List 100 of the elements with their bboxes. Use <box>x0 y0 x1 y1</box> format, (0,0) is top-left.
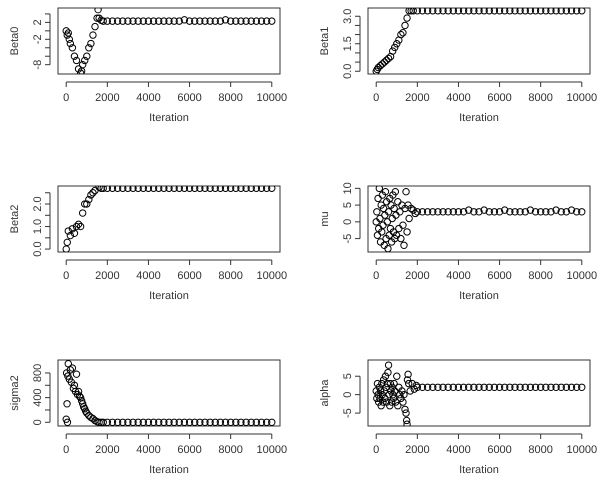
point <box>258 17 266 25</box>
point <box>68 225 76 232</box>
x-tick-label: 2000 <box>405 444 430 456</box>
point <box>176 17 183 25</box>
point <box>395 36 403 44</box>
point <box>500 8 508 14</box>
x-axis-title: Iteration <box>149 464 189 476</box>
x-tick-label: 0 <box>373 92 380 104</box>
point <box>165 186 173 192</box>
y-tick-label: -5 <box>342 234 354 244</box>
x-tick-label: 2000 <box>405 270 430 282</box>
point <box>232 186 240 192</box>
point <box>206 17 214 25</box>
y-tick-label: 3.0 <box>342 8 354 24</box>
x-tick-label: 10000 <box>566 92 598 104</box>
y-tick-label: 0 <box>342 392 354 398</box>
point <box>78 61 86 68</box>
point <box>414 8 422 14</box>
point <box>226 186 234 192</box>
point <box>388 47 396 55</box>
x-tick-label: 4000 <box>136 270 161 282</box>
point <box>393 40 400 48</box>
point <box>486 8 493 14</box>
x-axis-title: Iteration <box>459 112 499 124</box>
point <box>114 186 122 192</box>
point <box>232 17 240 25</box>
x-tick-label: 10000 <box>566 270 598 282</box>
point <box>81 200 88 208</box>
point <box>386 52 394 60</box>
point <box>144 186 152 192</box>
y-tick-label: -5 <box>342 408 354 418</box>
point <box>170 186 178 192</box>
point <box>378 60 386 68</box>
y-tick-label: -8 <box>32 60 44 70</box>
y-axis-title: Beta1 <box>319 26 331 56</box>
x-tick-label: 0 <box>63 444 70 456</box>
point <box>407 8 415 14</box>
x-tick-label: 10000 <box>256 270 288 282</box>
x-tick-label: 2000 <box>95 92 120 104</box>
point <box>268 186 276 192</box>
y-tick-label: 0.0 <box>32 241 44 257</box>
point <box>87 40 95 48</box>
point <box>380 58 388 66</box>
point <box>66 40 74 48</box>
point <box>155 17 162 25</box>
point <box>410 8 417 14</box>
x-tick-label: 2000 <box>405 92 430 104</box>
point <box>397 30 405 38</box>
point <box>74 65 82 73</box>
point <box>542 8 550 14</box>
x-tick-label: 2000 <box>95 270 120 282</box>
point <box>562 8 570 14</box>
x-tick-label: 10000 <box>566 444 598 456</box>
point <box>180 16 188 24</box>
point <box>216 186 224 192</box>
point <box>526 8 534 14</box>
point <box>95 14 103 22</box>
y-tick-label: 400 <box>32 388 44 407</box>
point <box>237 186 245 192</box>
x-tick-label: 0 <box>63 270 70 282</box>
point <box>74 220 82 228</box>
point <box>129 17 137 25</box>
point <box>97 186 105 192</box>
point <box>104 17 112 25</box>
point <box>399 29 407 36</box>
x-axis-title: Iteration <box>149 290 189 302</box>
point <box>506 8 514 14</box>
point <box>114 17 122 25</box>
point <box>558 8 565 14</box>
y-axis-title: Beta0 <box>9 26 21 56</box>
point <box>405 8 413 14</box>
point <box>119 186 126 192</box>
x-tick-label: 8000 <box>528 92 553 104</box>
point <box>578 8 586 14</box>
y-tick-label: 10 <box>342 182 354 194</box>
point <box>91 186 99 194</box>
point <box>78 67 86 74</box>
y-tick-label: 0 <box>342 218 354 225</box>
point <box>439 8 447 14</box>
point <box>248 17 255 25</box>
x-tick-label: 8000 <box>528 444 553 456</box>
point <box>62 27 70 35</box>
point <box>547 8 555 14</box>
point <box>262 186 270 192</box>
y-axis-title: sigma2 <box>9 375 21 411</box>
point <box>450 8 458 14</box>
point <box>66 232 74 240</box>
point <box>552 8 560 14</box>
y-tick-label: 5 <box>342 373 354 380</box>
x-tick-label: 4000 <box>446 444 471 456</box>
point <box>206 186 214 192</box>
point <box>85 44 93 52</box>
x-tick-label: 8000 <box>218 444 243 456</box>
x-tick-label: 6000 <box>487 270 512 282</box>
point <box>150 17 158 25</box>
point <box>429 8 436 14</box>
point <box>572 8 580 14</box>
point <box>89 189 97 196</box>
point <box>252 17 260 25</box>
x-tick-label: 2000 <box>95 444 120 456</box>
